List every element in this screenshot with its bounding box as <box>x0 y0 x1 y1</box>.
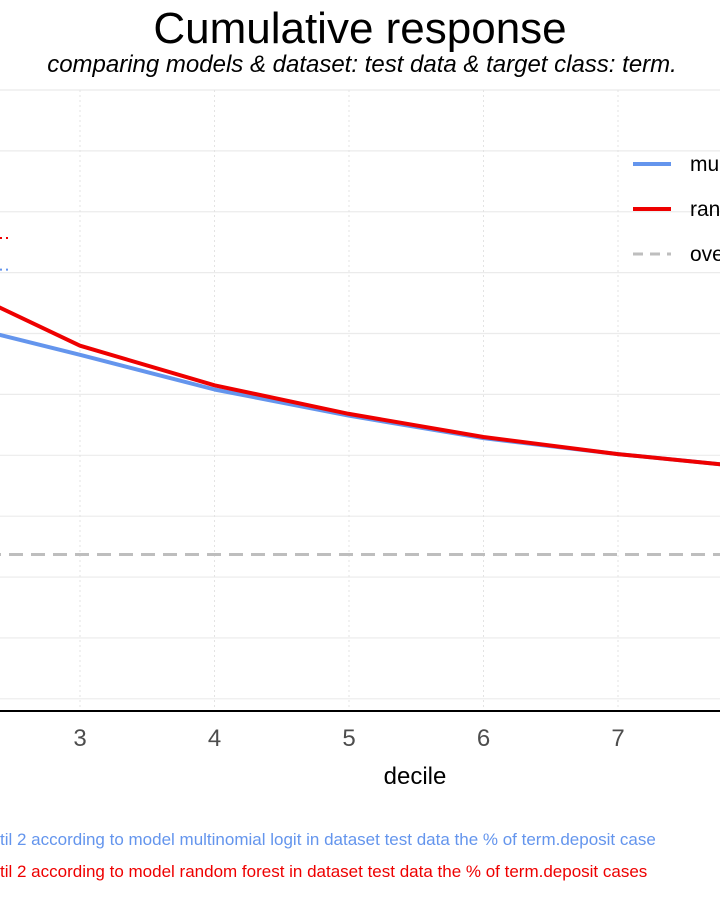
legend-label-mu: mu <box>690 153 719 176</box>
legend-label-ove: ove <box>690 243 720 266</box>
x-tick-labels: 3 4 5 6 7 <box>73 725 624 752</box>
x-tick-label: 6 <box>477 725 490 752</box>
legend-label-ran: ran <box>690 198 720 221</box>
x-tick-label: 3 <box>73 725 86 752</box>
caption-random-forest: til 2 according to model random forest i… <box>0 862 647 881</box>
chart-title: Cumulative response <box>153 4 566 53</box>
x-axis-title: decile <box>384 763 447 790</box>
x-tick-label: 4 <box>208 725 221 752</box>
decile-2-markers <box>0 236 10 271</box>
series-layer <box>0 305 720 556</box>
caption-multinomial: til 2 according to model multinomial log… <box>0 830 656 849</box>
chart-subtitle: comparing models & dataset: test data & … <box>47 51 677 78</box>
x-tick-label: 5 <box>342 725 355 752</box>
legend: mu ran ove <box>633 153 720 266</box>
series-line-ran <box>0 305 720 467</box>
grid-layer <box>0 89 720 711</box>
x-tick-label: 7 <box>611 725 624 752</box>
